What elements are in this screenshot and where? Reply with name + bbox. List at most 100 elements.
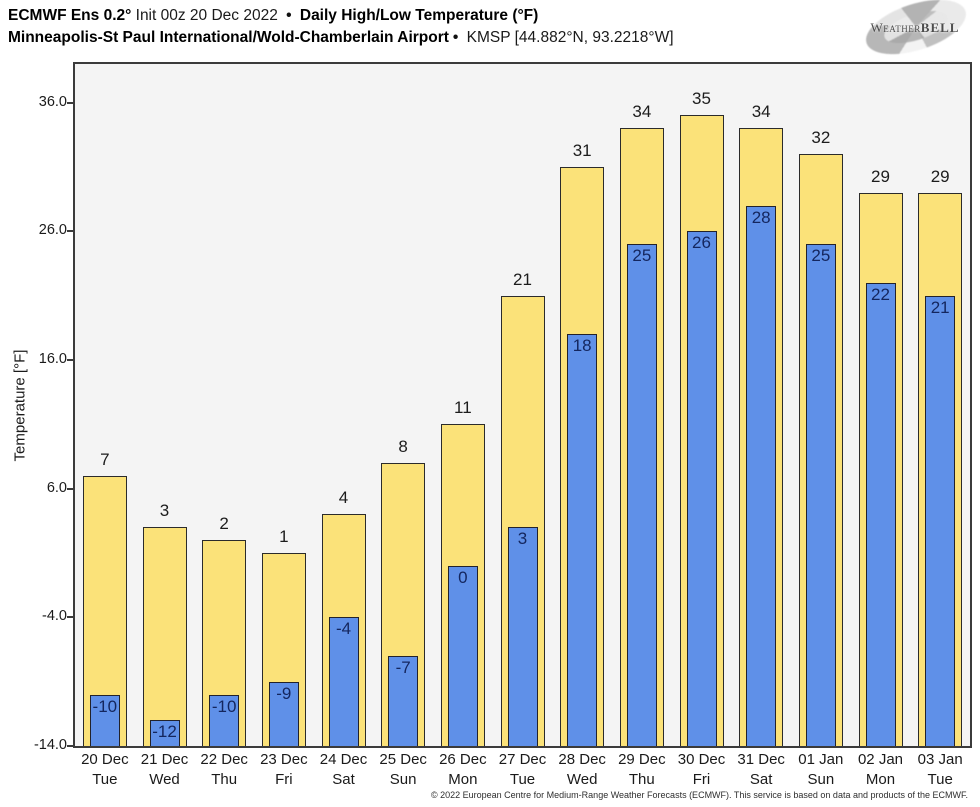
- x-label-date: 03 Jan: [917, 751, 963, 768]
- x-label-day: Fri: [275, 771, 293, 789]
- x-label-date: 27 Dec: [498, 751, 547, 768]
- x-label-date: 30 Dec: [677, 751, 726, 768]
- high-value-label: 1: [279, 526, 289, 546]
- high-value-label: 11: [454, 398, 472, 418]
- bar-daily-low: [447, 565, 478, 746]
- x-label-day: Thu: [628, 771, 655, 789]
- bar-daily-low: [865, 282, 896, 746]
- x-label-date: 26 Dec: [439, 751, 487, 768]
- bar-daily-low: [268, 681, 299, 746]
- x-label-date: 25 Dec: [379, 751, 427, 768]
- chart-header: ECMWF Ens 0.2° Init 00z 20 Dec 2022 • Da…: [8, 5, 674, 50]
- low-value-label: -10: [92, 696, 118, 716]
- y-tick-mark: [67, 487, 75, 490]
- x-label-day: Sun: [807, 771, 835, 789]
- y-tick-mark: [67, 358, 75, 361]
- high-value-label: 3: [159, 501, 170, 521]
- bar-daily-low: [686, 231, 717, 746]
- low-value-label: -10: [211, 696, 237, 716]
- low-value-label: 25: [632, 246, 652, 266]
- low-value-label: 26: [692, 233, 711, 253]
- x-tick-label: 24 Dec Sat: [309, 750, 379, 791]
- x-label-day: Mon: [865, 771, 896, 789]
- copyright-notice: © 2022 European Centre for Medium-Range …: [430, 790, 968, 800]
- x-label-date: 28 Dec: [558, 751, 606, 768]
- high-value-label: 7: [100, 449, 110, 469]
- high-value-label: 32: [811, 128, 831, 148]
- metric-name: Daily High/Low Temperature (°F): [295, 7, 539, 24]
- bar-daily-low: [805, 244, 836, 746]
- x-label-date: 22 Dec: [200, 751, 248, 768]
- x-label-day: Sat: [749, 771, 773, 789]
- model-name: ECMWF Ens 0.2°: [8, 7, 132, 24]
- high-value-label: 2: [219, 514, 229, 534]
- y-tick-label: 16.0: [38, 350, 67, 367]
- x-label-day: Fri: [692, 771, 711, 789]
- low-value-label: 18: [572, 336, 592, 356]
- weatherbell-logo: WeatherBELL: [856, 0, 974, 65]
- station-name: Minneapolis-St Paul International/Wold-C…: [8, 29, 449, 47]
- x-label-day: Wed: [566, 771, 598, 789]
- station-coordinates: KMSP [44.882°N, 93.2218°W]: [462, 29, 674, 47]
- bar-daily-low: [567, 334, 598, 746]
- x-label-date: 29 Dec: [618, 751, 666, 768]
- bar-daily-low: [209, 694, 240, 746]
- weatherbell-wordmark: WeatherBELL: [856, 20, 974, 36]
- x-label-date: 31 Dec: [737, 751, 785, 768]
- high-value-label: 8: [398, 436, 408, 456]
- x-label-date: 24 Dec: [319, 751, 368, 768]
- x-tick-label: 26 Dec Mon: [428, 750, 498, 791]
- low-value-label: 22: [871, 284, 890, 304]
- high-value-label: 34: [632, 102, 652, 122]
- high-value-label: 29: [871, 166, 890, 186]
- x-label-date: 02 Jan: [857, 751, 904, 768]
- bar-daily-low: [328, 617, 359, 746]
- high-value-label: 29: [930, 166, 950, 186]
- y-tick-label: 26.0: [38, 222, 67, 239]
- low-value-label: -4: [335, 619, 352, 639]
- title-line-2: Minneapolis-St Paul International/Wold-C…: [8, 27, 674, 49]
- x-label-day: Sat: [332, 771, 355, 789]
- x-tick-label: 27 Dec Tue: [488, 750, 558, 791]
- bar-daily-low: [925, 295, 956, 746]
- x-label-day: Tue: [509, 771, 536, 789]
- y-tick-label: 36.0: [38, 93, 67, 110]
- title-line-1: ECMWF Ens 0.2° Init 00z 20 Dec 2022 • Da…: [8, 5, 674, 27]
- high-value-label: 21: [513, 269, 532, 289]
- high-value-label: 35: [692, 89, 711, 109]
- y-tick-mark: [67, 745, 75, 747]
- bar-daily-high: [142, 527, 187, 746]
- bar-daily-low: [149, 720, 180, 746]
- plot-area: Temperature [°F] 36.0 26.0 16.0 6.0 -4.0 -14.…: [12, 62, 972, 788]
- init-time: Init 00z 20 Dec 2022: [131, 7, 283, 24]
- x-tick-label: 20 Dec Tue: [70, 750, 140, 791]
- y-tick-mark: [67, 230, 75, 233]
- low-value-label: -12: [152, 722, 177, 742]
- y-axis-title: Temperature [°F]: [11, 349, 29, 461]
- bar-daily-low: [746, 205, 777, 746]
- x-tick-label: 31 Dec Sat: [726, 750, 796, 791]
- x-label-day: Mon: [448, 771, 478, 789]
- low-value-label: 3: [517, 529, 528, 549]
- x-tick-label: 30 Dec Fri: [667, 750, 737, 791]
- high-value-label: 34: [751, 102, 771, 122]
- low-value-label: 25: [811, 246, 831, 266]
- low-value-label: 28: [751, 207, 771, 227]
- high-value-label: 31: [572, 140, 592, 160]
- low-value-label: -7: [395, 657, 411, 677]
- bullet-separator: •: [286, 7, 292, 24]
- bar-daily-low: [507, 527, 538, 746]
- logo-text-bell: BELL: [920, 20, 960, 35]
- x-tick-label: 22 Dec Thu: [189, 750, 259, 791]
- y-tick-label: -4.0: [42, 608, 67, 625]
- x-tick-label: 28 Dec Wed: [547, 750, 617, 791]
- y-tick-mark: [67, 101, 75, 104]
- low-value-label: -9: [276, 683, 292, 703]
- y-tick-label: -14.0: [33, 737, 67, 753]
- bar-daily-low: [626, 244, 657, 746]
- high-value-label: 4: [338, 488, 349, 508]
- x-tick-label: 23 Dec Fri: [249, 750, 319, 791]
- x-label-day: Tue: [92, 771, 118, 789]
- bar-daily-low: [89, 694, 120, 746]
